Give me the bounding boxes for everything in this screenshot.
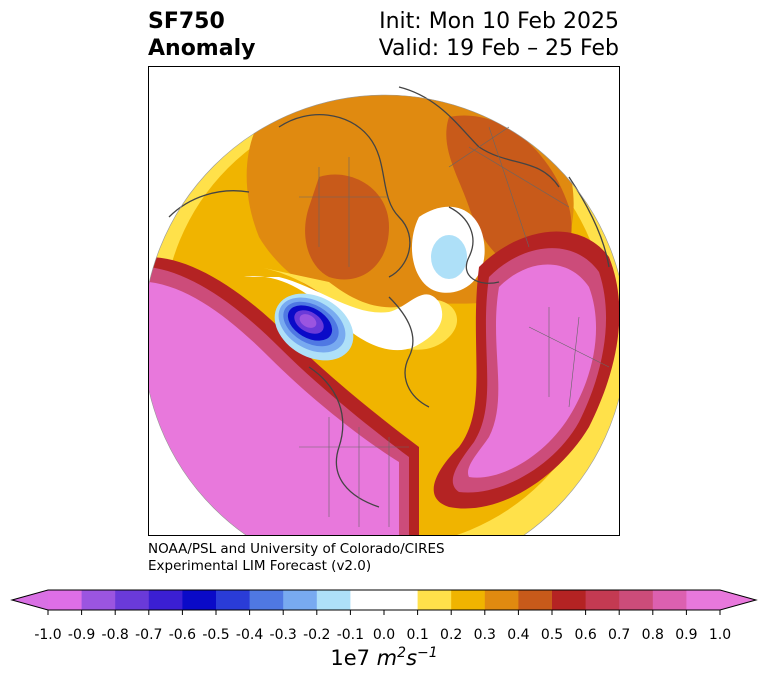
colorbar-tick-label: -0.9 (67, 627, 96, 643)
colorbar-tick-label: 1.0 (708, 627, 732, 643)
units-prefix: 1e7 (330, 646, 377, 670)
colorbar-segment (518, 590, 553, 610)
colorbar-tick-label: -0.2 (303, 627, 331, 643)
borders (299, 126, 610, 527)
colorbar-over-arrow (720, 590, 756, 610)
colorbar-tick-label: 0.5 (540, 627, 564, 643)
plot-title-left: SF750 Anomaly (148, 8, 255, 62)
map-boundary (149, 94, 619, 535)
contour-1.0-east (468, 264, 597, 478)
colorbar-segment (451, 590, 486, 610)
colorbar-tick-label: 0.0 (372, 627, 396, 643)
contour-neg0.1-europe (431, 235, 467, 279)
contour-0.4-canada (305, 174, 389, 280)
plot-title-right: Init: Mon 10 Feb 2025 Valid: 19 Feb – 25… (379, 8, 619, 62)
colorbar-tick-label: -1.0 (34, 627, 62, 643)
colorbar-segment (249, 590, 284, 610)
polar-map (149, 86, 619, 535)
colorbar-segment (552, 590, 587, 610)
colorbar-segment (384, 590, 419, 610)
colorbar-tick-label: 0.3 (473, 627, 496, 643)
init-date: Init: Mon 10 Feb 2025 (379, 9, 619, 34)
contour-1.0-west (149, 282, 399, 535)
colorbar-segment (484, 590, 519, 610)
colorbar-tick-label: -0.4 (235, 627, 264, 643)
colorbar-segment (652, 590, 687, 610)
units-m: m (376, 646, 398, 670)
units-s-exp: −1 (417, 645, 438, 661)
anomaly-field (149, 95, 619, 535)
units-m-exp: 2 (397, 645, 407, 661)
variable-title: SF750 (148, 9, 225, 34)
colorbar-tick-label: -0.6 (168, 627, 197, 643)
colorbar-segment (417, 590, 452, 610)
colorbar-tick-label: -0.7 (135, 627, 163, 643)
colorbar-tick-label: 0.1 (406, 627, 429, 643)
colorbar-segment (686, 590, 721, 610)
colorbar-segment (182, 590, 217, 610)
colorbar-tick-label: 0.9 (675, 627, 698, 643)
colorbar-tick-label: 0.2 (440, 627, 463, 643)
colorbar-tick-label: -0.5 (202, 627, 230, 643)
anomaly-title: Anomaly (148, 36, 256, 61)
colorbar-segment (115, 590, 150, 610)
credit-line-2: Experimental LIM Forecast (v2.0) (148, 558, 372, 574)
colorbar-tick-label: -0.3 (269, 627, 297, 643)
colorbar-tick-label: 0.7 (608, 627, 631, 643)
map-panel (148, 66, 620, 536)
colorbar-segment (585, 590, 620, 610)
colorbar-segment (48, 590, 83, 610)
colorbar-tick-label: -0.8 (101, 627, 129, 643)
colorbar-segment (81, 590, 116, 610)
contour-neg0.9 (299, 314, 317, 328)
colorbar-segment (619, 590, 654, 610)
colorbar-tick-label: 0.6 (574, 627, 597, 643)
units-s: s (406, 646, 418, 670)
colorbar-segment (283, 590, 318, 610)
colorbar-segment (216, 590, 251, 610)
credit-line-1: NOAA/PSL and University of Colorado/CIRE… (148, 541, 445, 557)
colorbar-tick-label: -0.1 (336, 627, 365, 643)
colorbar-segment (148, 590, 183, 610)
colorbar-under-arrow (12, 590, 48, 610)
colorbar-segment (316, 590, 351, 610)
colorbar-tick-label: 0.8 (641, 627, 664, 643)
valid-range: Valid: 19 Feb – 25 Feb (378, 36, 619, 61)
colorbar-segment (350, 590, 385, 610)
colorbar (10, 589, 758, 615)
colorbar-units: 1e7 m2s−1 (0, 645, 768, 670)
colorbar-tick-label: 0.4 (507, 627, 530, 643)
credit-text: NOAA/PSL and University of Colorado/CIRE… (148, 541, 445, 575)
